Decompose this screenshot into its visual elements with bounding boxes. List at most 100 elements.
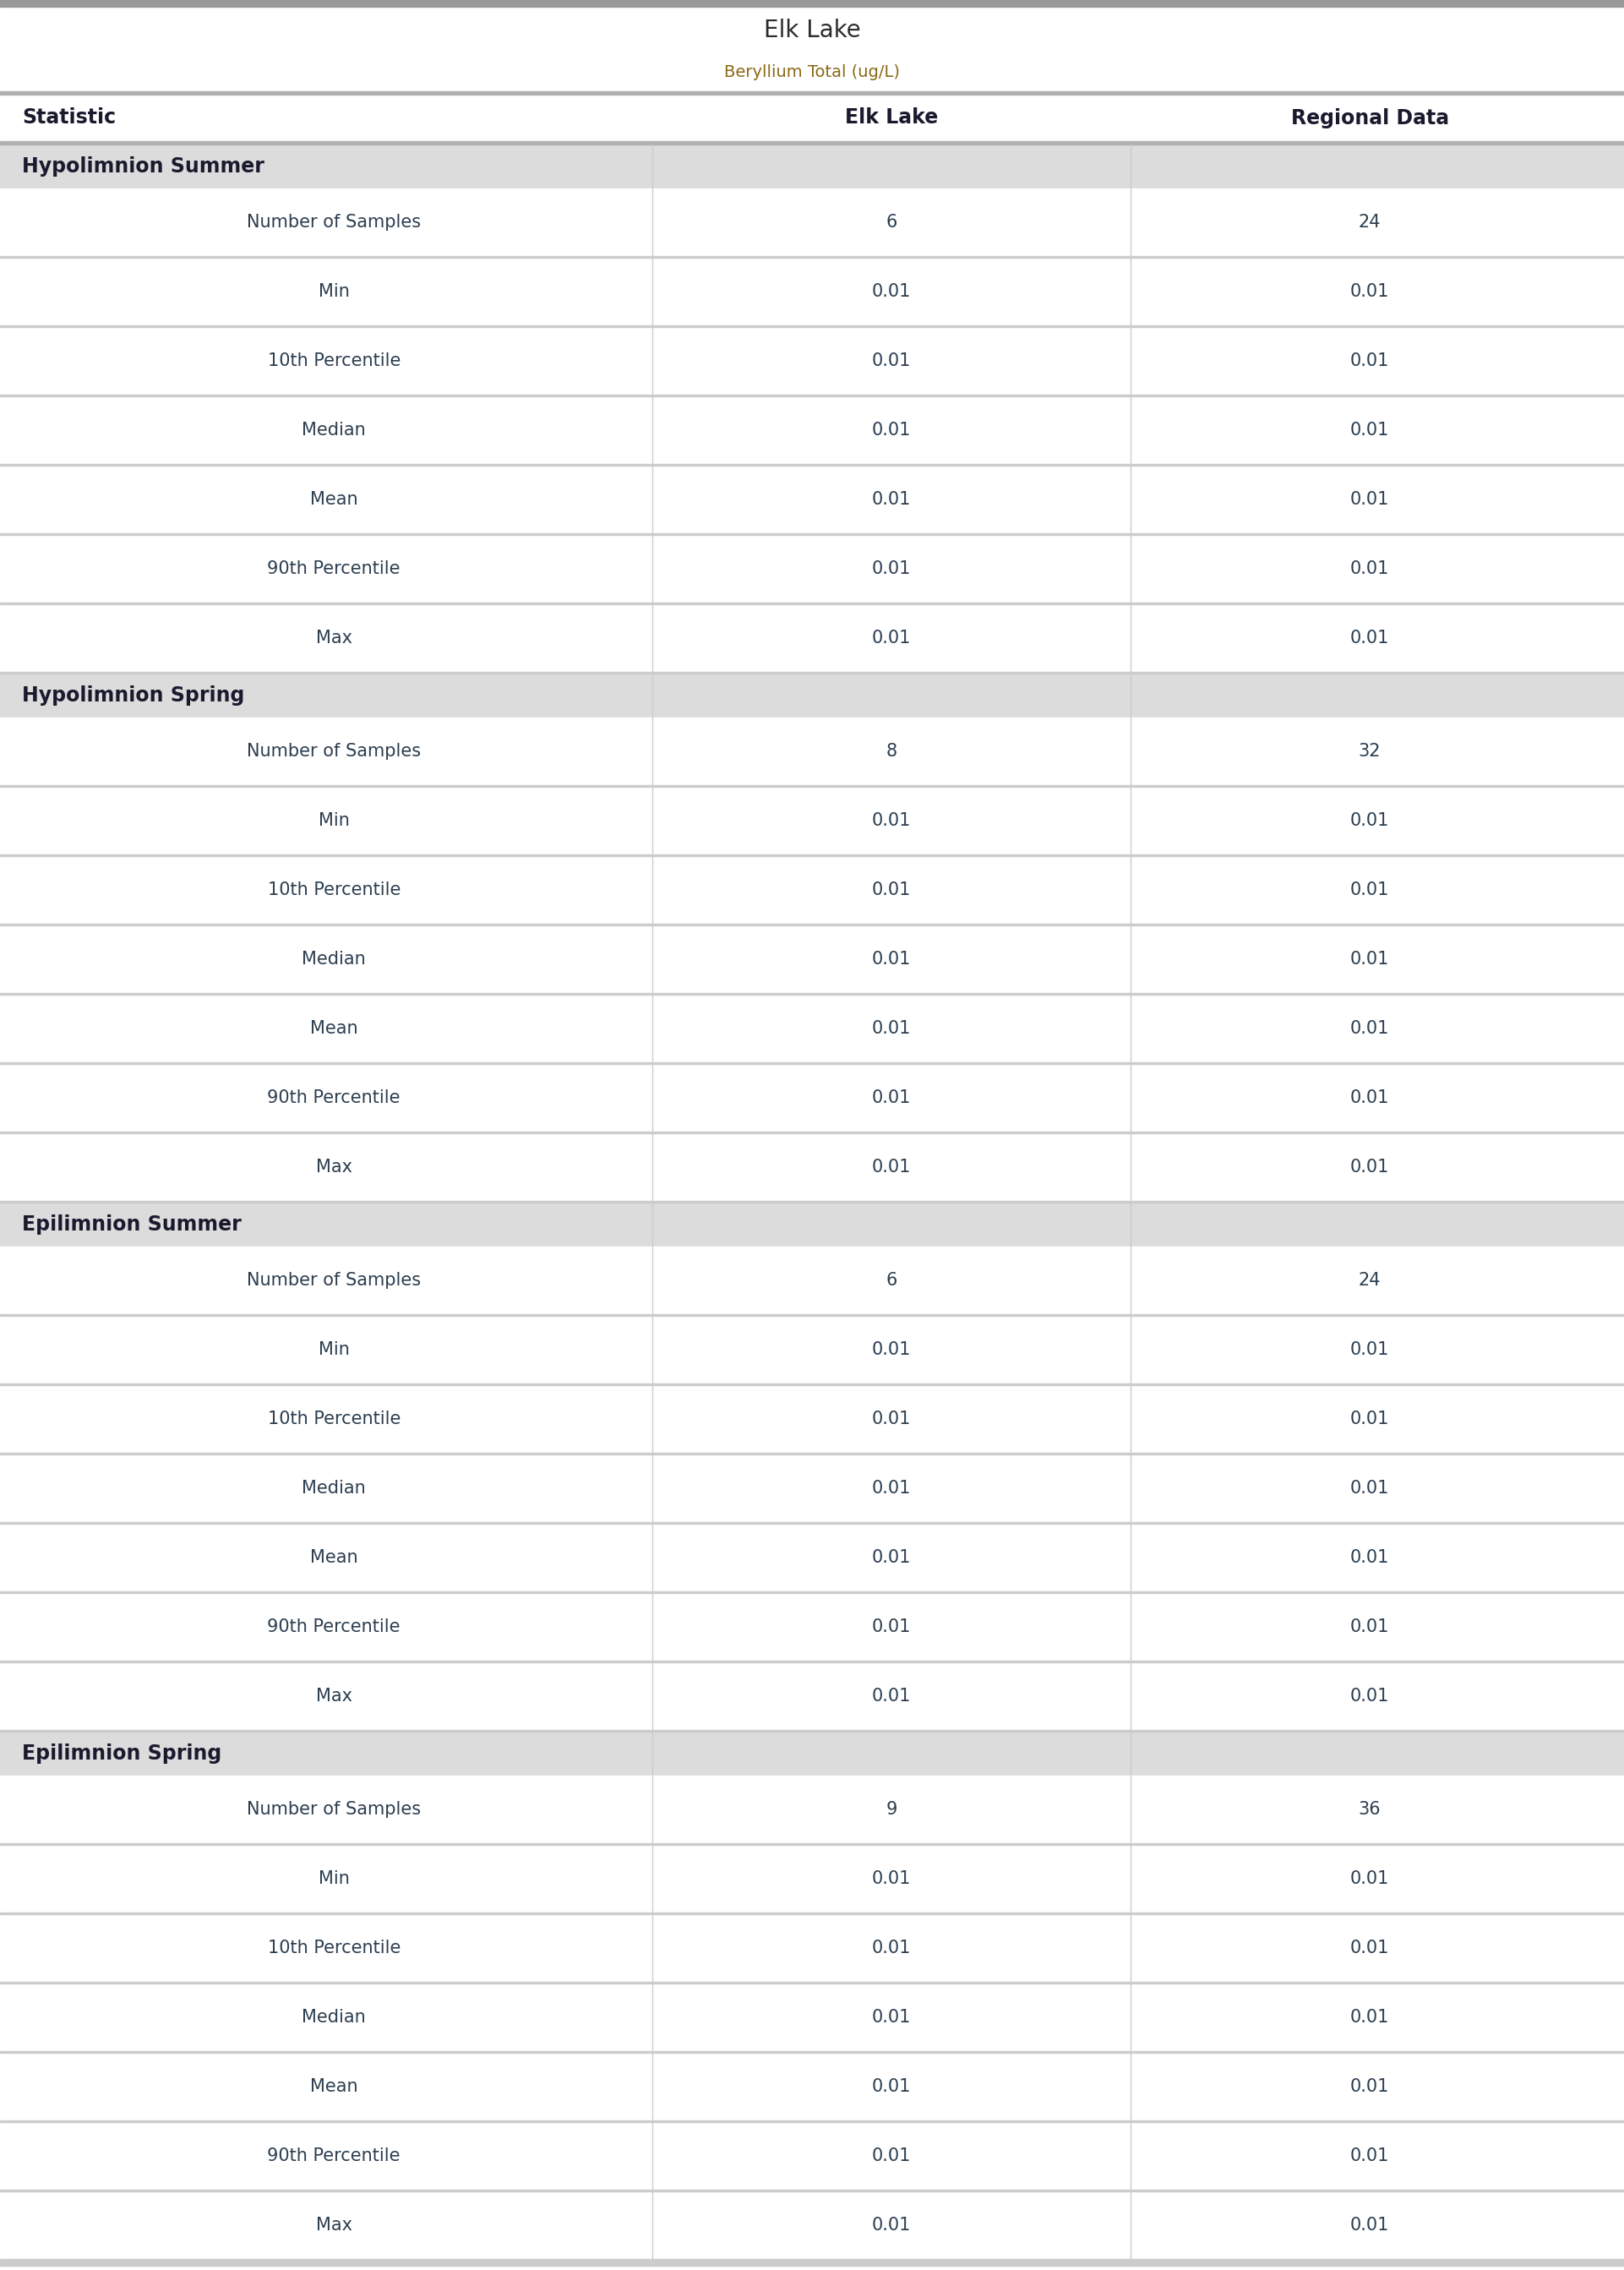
Bar bbox=[0, 674, 1624, 717]
Text: 24: 24 bbox=[1359, 213, 1380, 232]
Text: 0.01: 0.01 bbox=[1350, 1687, 1390, 1705]
Text: 0.01: 0.01 bbox=[872, 1687, 911, 1705]
Text: Max: Max bbox=[315, 2218, 352, 2234]
Text: 0.01: 0.01 bbox=[872, 881, 911, 899]
Text: Min: Min bbox=[318, 813, 349, 829]
Text: Epilimnion Summer: Epilimnion Summer bbox=[23, 1214, 242, 1235]
Text: 90th Percentile: 90th Percentile bbox=[268, 2147, 401, 2163]
Text: Elk Lake: Elk Lake bbox=[763, 18, 861, 41]
Text: 9: 9 bbox=[887, 1800, 898, 1818]
Text: 6: 6 bbox=[887, 213, 898, 232]
Text: 0.01: 0.01 bbox=[1350, 1480, 1390, 1496]
Text: 0.01: 0.01 bbox=[872, 951, 911, 967]
Text: 0.01: 0.01 bbox=[872, 561, 911, 577]
Bar bbox=[0, 1455, 1624, 1523]
Text: 0.01: 0.01 bbox=[872, 490, 911, 508]
Text: 90th Percentile: 90th Percentile bbox=[268, 1619, 401, 1634]
Bar bbox=[0, 856, 1624, 924]
Text: 90th Percentile: 90th Percentile bbox=[268, 561, 401, 577]
Bar bbox=[0, 1775, 1624, 1843]
Bar bbox=[0, 536, 1624, 602]
Text: Number of Samples: Number of Samples bbox=[247, 1800, 421, 1818]
Bar bbox=[0, 145, 1624, 188]
Bar bbox=[0, 604, 1624, 672]
Text: 0.01: 0.01 bbox=[1350, 1158, 1390, 1176]
Text: 24: 24 bbox=[1359, 1271, 1380, 1289]
Text: Median: Median bbox=[302, 951, 365, 967]
Bar bbox=[0, 2261, 1624, 2265]
Bar bbox=[0, 141, 1624, 145]
Bar bbox=[0, 188, 1624, 257]
Bar bbox=[0, 1732, 1624, 1775]
Bar bbox=[0, 2191, 1624, 2259]
Text: 0.01: 0.01 bbox=[872, 2009, 911, 2025]
Bar bbox=[0, 1914, 1624, 1982]
Text: 0.01: 0.01 bbox=[872, 1619, 911, 1634]
Text: Epilimnion Spring: Epilimnion Spring bbox=[23, 1743, 221, 1764]
Bar bbox=[0, 1523, 1624, 1591]
Bar bbox=[0, 2052, 1624, 2120]
Text: 0.01: 0.01 bbox=[872, 629, 911, 647]
Text: 0.01: 0.01 bbox=[1350, 2009, 1390, 2025]
Text: Hypolimnion Summer: Hypolimnion Summer bbox=[23, 157, 265, 177]
Text: Max: Max bbox=[315, 1158, 352, 1176]
Text: 0.01: 0.01 bbox=[872, 1939, 911, 1957]
Bar bbox=[0, 91, 1624, 95]
Text: Number of Samples: Number of Samples bbox=[247, 213, 421, 232]
Bar bbox=[0, 259, 1624, 325]
Text: 0.01: 0.01 bbox=[1350, 1019, 1390, 1037]
Text: 0.01: 0.01 bbox=[1350, 352, 1390, 370]
Text: 0.01: 0.01 bbox=[1350, 951, 1390, 967]
Bar bbox=[0, 465, 1624, 533]
Bar bbox=[0, 788, 1624, 854]
Text: 0.01: 0.01 bbox=[872, 2077, 911, 2095]
Bar bbox=[0, 926, 1624, 992]
Text: 0.01: 0.01 bbox=[872, 1548, 911, 1566]
Bar bbox=[0, 1317, 1624, 1382]
Bar bbox=[0, 397, 1624, 463]
Text: 10th Percentile: 10th Percentile bbox=[268, 1410, 401, 1428]
Bar bbox=[0, 95, 1624, 141]
Text: 0.01: 0.01 bbox=[872, 1090, 911, 1105]
Text: 32: 32 bbox=[1359, 742, 1380, 760]
Text: 10th Percentile: 10th Percentile bbox=[268, 352, 401, 370]
Text: 0.01: 0.01 bbox=[1350, 2218, 1390, 2234]
Text: 0.01: 0.01 bbox=[872, 1342, 911, 1357]
Text: 36: 36 bbox=[1359, 1800, 1380, 1818]
Text: Mean: Mean bbox=[310, 1548, 357, 1566]
Text: 0.01: 0.01 bbox=[1350, 1939, 1390, 1957]
Text: 0.01: 0.01 bbox=[1350, 1870, 1390, 1886]
Text: 0.01: 0.01 bbox=[872, 1480, 911, 1496]
Text: 0.01: 0.01 bbox=[872, 1870, 911, 1886]
Text: 0.01: 0.01 bbox=[1350, 284, 1390, 300]
Text: 0.01: 0.01 bbox=[1350, 1548, 1390, 1566]
Bar bbox=[0, 1133, 1624, 1201]
Bar bbox=[0, 327, 1624, 395]
Text: 0.01: 0.01 bbox=[1350, 1410, 1390, 1428]
Text: 90th Percentile: 90th Percentile bbox=[268, 1090, 401, 1105]
Bar bbox=[0, 1846, 1624, 1914]
Bar bbox=[0, 0, 1624, 7]
Text: 0.01: 0.01 bbox=[872, 2218, 911, 2234]
Text: 0.01: 0.01 bbox=[1350, 1619, 1390, 1634]
Bar bbox=[0, 1246, 1624, 1314]
Text: Statistic: Statistic bbox=[23, 107, 115, 127]
Text: Median: Median bbox=[302, 1480, 365, 1496]
Text: Min: Min bbox=[318, 284, 349, 300]
Bar bbox=[0, 2122, 1624, 2191]
Bar bbox=[0, 1662, 1624, 1730]
Text: Mean: Mean bbox=[310, 1019, 357, 1037]
Bar bbox=[0, 1594, 1624, 1662]
Text: Regional Data: Regional Data bbox=[1291, 107, 1449, 127]
Text: Min: Min bbox=[318, 1870, 349, 1886]
Text: 0.01: 0.01 bbox=[1350, 881, 1390, 899]
Text: Mean: Mean bbox=[310, 490, 357, 508]
Text: Mean: Mean bbox=[310, 2077, 357, 2095]
Text: Min: Min bbox=[318, 1342, 349, 1357]
Text: Hypolimnion Spring: Hypolimnion Spring bbox=[23, 686, 245, 706]
Text: 0.01: 0.01 bbox=[872, 1158, 911, 1176]
Text: 0.01: 0.01 bbox=[1350, 561, 1390, 577]
Text: Beryllium Total (ug/L): Beryllium Total (ug/L) bbox=[724, 64, 900, 79]
Bar bbox=[0, 1984, 1624, 2052]
Text: 0.01: 0.01 bbox=[1350, 490, 1390, 508]
